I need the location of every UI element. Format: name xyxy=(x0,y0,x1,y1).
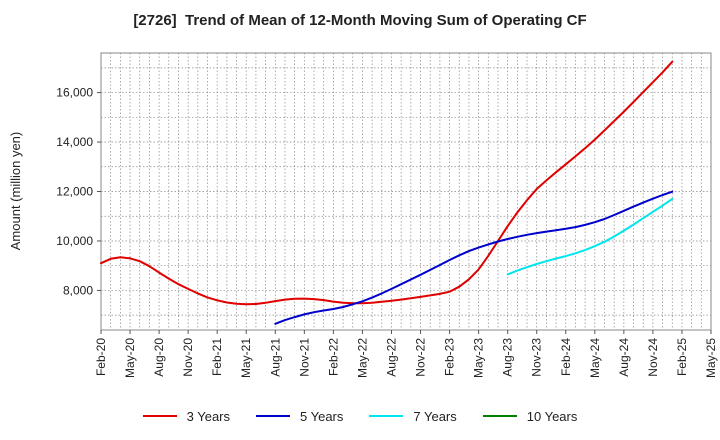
x-tick-label: Nov-23 xyxy=(530,338,544,377)
series-line-5-years xyxy=(274,190,674,325)
x-tick-label: Nov-22 xyxy=(414,338,428,377)
y-axis-label: Amount (million yen) xyxy=(8,132,23,251)
series-line-3-years xyxy=(100,60,674,306)
legend-label: 10 Years xyxy=(526,408,578,424)
y-tick-label: 14,000 xyxy=(56,135,93,149)
series-lines xyxy=(100,60,674,325)
legend-swatch xyxy=(256,415,290,417)
legend-swatch xyxy=(369,415,404,417)
y-tick-label: 10,000 xyxy=(56,234,93,248)
legend-item: 3 Years xyxy=(142,408,230,424)
chart-title: [2726] Trend of Mean of 12-Month Moving … xyxy=(133,12,587,29)
x-tick-label: May-20 xyxy=(123,338,137,378)
y-tick-label: 8,000 xyxy=(63,283,93,297)
x-tick-label: May-22 xyxy=(355,338,369,378)
x-tick-label: Feb-20 xyxy=(94,338,108,376)
x-tick-label: Nov-21 xyxy=(297,338,311,377)
x-tick-label: Feb-21 xyxy=(210,338,224,376)
grid-lines xyxy=(101,53,711,330)
series-line-7-years xyxy=(506,197,674,276)
legend-item: 10 Years xyxy=(482,408,578,424)
legend-label: 3 Years xyxy=(186,408,230,424)
legend-item: 5 Years xyxy=(256,409,343,424)
x-tick-label: Feb-25 xyxy=(675,338,689,376)
legend-swatch xyxy=(142,415,177,417)
x-tick-label: Aug-22 xyxy=(384,338,398,377)
x-tick-label: Aug-20 xyxy=(152,338,166,377)
x-tick-label: Aug-24 xyxy=(617,338,631,377)
y-axis: 8,000 10,000 12,000 14,000 16,000 xyxy=(56,86,101,297)
legend-item: 7 Years xyxy=(369,408,457,424)
x-tick-label: Feb-24 xyxy=(559,338,573,376)
x-axis: Feb-20 May-20 Aug-20 Nov-20 Feb-21 May-21 Aug-… xyxy=(94,330,718,378)
x-tick-label: Aug-23 xyxy=(501,338,515,377)
x-tick-label: Nov-20 xyxy=(181,338,195,377)
x-tick-label: Feb-23 xyxy=(443,338,457,376)
x-tick-label: Aug-21 xyxy=(268,338,282,377)
x-tick-label: Feb-22 xyxy=(326,338,340,376)
x-tick-label: May-21 xyxy=(239,338,253,378)
legend-label: 7 Years xyxy=(413,408,457,424)
x-tick-label: May-24 xyxy=(588,338,602,378)
x-tick-label: May-23 xyxy=(472,338,486,378)
y-tick-label: 12,000 xyxy=(56,185,93,199)
y-tick-label: 16,000 xyxy=(56,86,93,100)
x-tick-label: May-25 xyxy=(704,338,718,378)
legend-swatch xyxy=(482,415,517,417)
legend: 3 Years 5 Years 7 Years 10 Years xyxy=(0,406,720,426)
legend-label: 5 Years xyxy=(300,408,344,424)
x-tick-label: Nov-24 xyxy=(646,338,660,377)
